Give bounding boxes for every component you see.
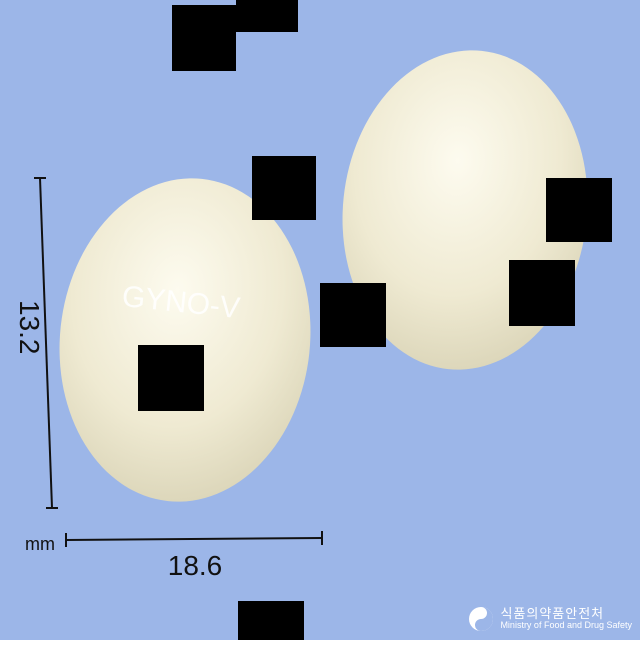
width-dimension-line (65, 537, 323, 541)
height-dimension-line (39, 177, 53, 509)
redaction-block (252, 156, 316, 220)
redaction-block (236, 0, 298, 32)
height-value: 13.2 (14, 300, 45, 355)
redaction-block (138, 345, 204, 411)
redaction-block (172, 5, 236, 71)
logo-english-text: Ministry of Food and Drug Safety (500, 620, 632, 631)
unit-label: mm (25, 534, 55, 554)
redaction-block (320, 283, 386, 347)
korea-taeguk-icon (469, 607, 494, 631)
tablet-front (59, 178, 311, 502)
ministry-logo: 식품의약품안전처 Ministry of Food and Drug Safet… (468, 606, 632, 632)
redaction-block (546, 178, 612, 242)
redaction-block (509, 260, 575, 326)
width-value: 18.6 (168, 550, 223, 581)
logo-korean-text: 식품의약품안전처 (500, 605, 605, 621)
redaction-block (238, 601, 304, 640)
